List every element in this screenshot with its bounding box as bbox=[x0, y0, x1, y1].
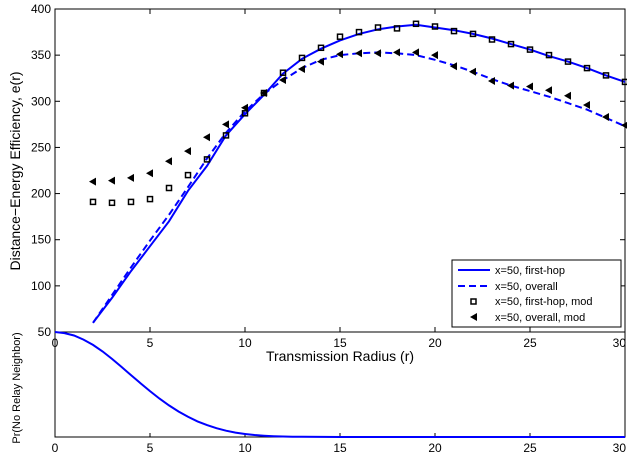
square-marker bbox=[526, 46, 534, 53]
bottom-y-axis-label: Pr(No Relay Neighbor) bbox=[11, 332, 23, 443]
bottom-series bbox=[54, 331, 625, 438]
top-x-tick-label: 5 bbox=[147, 336, 154, 350]
triangle-marker bbox=[241, 103, 248, 112]
bottom-x-tick-label: 20 bbox=[428, 441, 442, 455]
square-marker bbox=[583, 64, 591, 72]
top-y-tick-label: 350 bbox=[31, 48, 51, 62]
triangle-marker bbox=[488, 76, 495, 85]
square-marker bbox=[488, 36, 496, 43]
top-series bbox=[89, 20, 627, 324]
square-marker bbox=[507, 40, 515, 48]
triangle-marker bbox=[602, 112, 609, 121]
legend-swatch-first-hop-mod bbox=[470, 298, 477, 305]
top-y-tick-label: 400 bbox=[31, 2, 51, 16]
triangle-marker bbox=[564, 91, 571, 100]
square-marker bbox=[450, 27, 458, 35]
top-y-tick-label: 100 bbox=[31, 279, 51, 293]
triangle-marker bbox=[317, 57, 324, 66]
triangle-marker bbox=[583, 100, 590, 109]
bottom-x-tick-label: 30 bbox=[613, 441, 627, 455]
square-marker bbox=[108, 199, 116, 207]
square-marker bbox=[203, 156, 211, 163]
top-y-tick-label: 50 bbox=[38, 325, 52, 339]
bottom-chart: 0 5 10 15 20 25 30 Pr(No Relay Neighbor) bbox=[11, 331, 627, 455]
square-marker bbox=[336, 33, 344, 40]
square-marker bbox=[393, 25, 401, 32]
triangle-marker bbox=[89, 177, 96, 186]
triangle-marker bbox=[393, 48, 400, 57]
triangle-marker bbox=[431, 51, 438, 60]
square-marker bbox=[545, 51, 553, 59]
triangle-marker bbox=[108, 176, 115, 185]
bottom-x-tick-label: 0 bbox=[52, 441, 59, 455]
bottom-x-tick-label: 15 bbox=[333, 441, 347, 455]
square-marker bbox=[279, 69, 287, 76]
square-marker bbox=[355, 28, 363, 36]
triangle-marker bbox=[127, 173, 134, 182]
legend: x=50, first-hop x=50, overall x=50, firs… bbox=[451, 259, 622, 328]
square-marker bbox=[412, 20, 420, 28]
triangle-marker bbox=[507, 81, 514, 90]
triangle-marker bbox=[545, 86, 552, 95]
triangle-marker bbox=[412, 48, 419, 57]
top-y-tick-label: 150 bbox=[31, 233, 51, 247]
triangle-marker bbox=[526, 82, 533, 91]
triangle-marker bbox=[374, 49, 381, 58]
triangle-marker bbox=[165, 157, 172, 166]
top-x-tick-label: 20 bbox=[428, 336, 442, 350]
triangle-marker bbox=[203, 133, 210, 142]
bottom-ticks: 0 5 10 15 20 25 30 bbox=[52, 433, 627, 455]
square-marker bbox=[222, 132, 230, 139]
square-marker bbox=[374, 24, 382, 31]
triangle-marker bbox=[184, 147, 191, 156]
square-marker bbox=[564, 58, 572, 65]
top-x-axis-label: Transmission Radius (r) bbox=[266, 348, 414, 364]
square-marker bbox=[469, 30, 477, 38]
square-marker bbox=[165, 184, 173, 192]
bottom-x-tick-label: 25 bbox=[523, 441, 537, 455]
square-marker bbox=[621, 78, 627, 86]
square-marker bbox=[89, 198, 97, 206]
top-y-tick-label: 300 bbox=[31, 94, 51, 108]
triangle-marker bbox=[279, 76, 286, 85]
top-x-tick-label: 10 bbox=[238, 336, 252, 350]
triangle-marker bbox=[336, 50, 343, 59]
square-marker bbox=[146, 195, 154, 203]
square-marker bbox=[602, 72, 610, 79]
bottom-x-tick-label: 10 bbox=[238, 441, 252, 455]
square-marker bbox=[298, 54, 306, 62]
top-y-tick-label: 250 bbox=[31, 140, 51, 154]
top-y-axis-label: Distance−Energy Efficiency, e(r) bbox=[7, 71, 23, 270]
legend-box bbox=[451, 259, 622, 328]
triangle-marker bbox=[469, 67, 476, 76]
triangle-marker bbox=[298, 64, 305, 73]
legend-label-overall-mod: x=50, overall, mod bbox=[495, 312, 585, 324]
top-y-tick-label: 200 bbox=[31, 187, 51, 201]
square-marker bbox=[184, 171, 192, 179]
square-marker bbox=[431, 23, 439, 30]
legend-label-first-hop-mod: x=50, first-hop, mod bbox=[495, 296, 593, 308]
bottom-x-tick-label: 5 bbox=[147, 441, 154, 455]
triangle-marker bbox=[146, 169, 153, 178]
square-marker bbox=[127, 198, 135, 206]
top-x-tick-label: 30 bbox=[613, 336, 627, 350]
legend-label-overall: x=50, overall bbox=[495, 281, 558, 293]
bottom-series-line-0 bbox=[54, 331, 625, 438]
square-marker bbox=[317, 44, 325, 52]
top-x-tick-label: 25 bbox=[523, 336, 537, 350]
top-x-tick-label: 15 bbox=[333, 336, 347, 350]
triangle-marker bbox=[621, 121, 627, 129]
triangle-marker bbox=[450, 62, 457, 71]
legend-label-first-hop: x=50, first-hop bbox=[495, 265, 565, 277]
triangle-marker bbox=[222, 120, 229, 129]
legend-swatch-overall-mod bbox=[470, 313, 477, 321]
triangle-marker bbox=[260, 88, 267, 97]
square-marker bbox=[241, 110, 249, 117]
triangle-marker bbox=[355, 49, 362, 58]
